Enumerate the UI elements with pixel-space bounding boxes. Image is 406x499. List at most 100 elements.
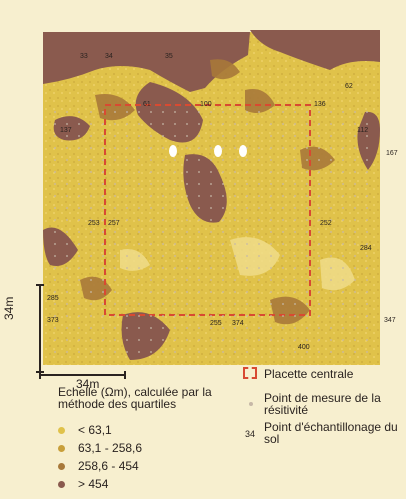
sample-252: 252 xyxy=(320,220,332,227)
sample-257: 257 xyxy=(108,220,120,227)
measurement-point xyxy=(150,351,152,353)
measurement-point xyxy=(330,123,332,125)
measurement-point xyxy=(78,255,80,257)
measurement-point xyxy=(342,183,344,185)
measurement-point xyxy=(78,315,80,317)
measurement-point xyxy=(282,135,284,137)
measurement-point xyxy=(342,315,344,317)
measurement-point xyxy=(210,171,212,173)
measurement-point xyxy=(246,243,248,245)
measurement-point xyxy=(150,183,152,185)
measurement-point xyxy=(270,279,272,281)
measurement-point xyxy=(102,171,104,173)
measurement-point xyxy=(318,171,320,173)
measurement-point xyxy=(162,147,164,149)
measurement-point xyxy=(282,231,284,233)
measurement-point xyxy=(270,195,272,197)
white-markers xyxy=(169,145,247,157)
measurement-point xyxy=(222,195,224,197)
measurement-point xyxy=(270,303,272,305)
measurement-point xyxy=(342,327,344,329)
measurement-point xyxy=(210,219,212,221)
measurement-point xyxy=(282,159,284,161)
measurement-point xyxy=(246,171,248,173)
measurement-point xyxy=(126,291,128,293)
measurement-point xyxy=(126,135,128,137)
measurement-point xyxy=(222,123,224,125)
measurement-point xyxy=(294,255,296,257)
measurement-point xyxy=(222,303,224,305)
measurement-point xyxy=(354,159,356,161)
measurement-point xyxy=(186,207,188,209)
measurement-point xyxy=(270,255,272,257)
measurement-point xyxy=(66,207,68,209)
measurement-point xyxy=(330,207,332,209)
measurement-point xyxy=(150,219,152,221)
measurement-point xyxy=(234,327,236,329)
measurement-point xyxy=(342,159,344,161)
measurement-point xyxy=(162,159,164,161)
measurement-point xyxy=(294,147,296,149)
measurement-point xyxy=(162,243,164,245)
measurement-point xyxy=(126,243,128,245)
measurement-point xyxy=(246,111,248,113)
measurement-point-label: Point de mesure de la résitivité xyxy=(264,391,381,417)
high-resistivity-zones xyxy=(43,30,380,360)
sample-point-labels: 33 34 35 62 61 100 136 137 112 167 253 2… xyxy=(47,53,398,351)
measurement-point xyxy=(354,219,356,221)
measurement-point xyxy=(114,207,116,209)
measurement-point xyxy=(126,195,128,197)
measurement-point xyxy=(246,207,248,209)
measurement-point xyxy=(66,291,68,293)
measurement-point xyxy=(330,171,332,173)
measurement-point xyxy=(90,195,92,197)
measurement-point xyxy=(174,279,176,281)
legend-mid-high-swatch xyxy=(58,462,65,470)
measurement-point xyxy=(258,219,260,221)
measurement-point xyxy=(270,243,272,245)
measurement-point xyxy=(222,219,224,221)
measurement-point xyxy=(186,123,188,125)
measurement-point xyxy=(294,123,296,125)
measurement-point xyxy=(78,207,80,209)
measurement-point xyxy=(150,171,152,173)
measurement-point xyxy=(150,291,152,293)
measurement-point xyxy=(354,243,356,245)
measurement-point xyxy=(318,255,320,257)
measurement-point xyxy=(246,267,248,269)
measurement-point xyxy=(234,231,236,233)
measurement-point xyxy=(102,327,104,329)
measurement-point xyxy=(114,327,116,329)
measurement-point xyxy=(270,315,272,317)
measurement-point xyxy=(138,231,140,233)
measurement-point xyxy=(366,279,368,281)
legend-title: Echelle (Ωm), calculée par la méthode de… xyxy=(58,385,212,411)
measurement-point xyxy=(366,135,368,137)
measurement-point xyxy=(246,351,248,353)
measurement-point xyxy=(234,159,236,161)
measurement-point xyxy=(138,315,140,317)
measurement-point xyxy=(174,255,176,257)
measurement-point xyxy=(234,147,236,149)
measurement-point xyxy=(234,183,236,185)
measurement-point xyxy=(306,123,308,125)
measurement-point xyxy=(246,303,248,305)
measurement-point xyxy=(198,159,200,161)
measurement-point xyxy=(162,219,164,221)
measurement-point xyxy=(162,207,164,209)
measurement-point xyxy=(114,243,116,245)
measurement-point xyxy=(186,279,188,281)
measurement-point xyxy=(294,207,296,209)
measurement-point xyxy=(186,315,188,317)
measurement-point xyxy=(318,183,320,185)
measurement-point xyxy=(66,147,68,149)
measurement-point xyxy=(102,159,104,161)
measurement-point xyxy=(138,279,140,281)
measurement-point xyxy=(222,207,224,209)
measurement-point xyxy=(342,267,344,269)
measurement-point xyxy=(162,171,164,173)
measurement-point xyxy=(198,339,200,341)
measurement-point xyxy=(162,231,164,233)
measurement-point xyxy=(366,219,368,221)
measurement-point xyxy=(354,171,356,173)
